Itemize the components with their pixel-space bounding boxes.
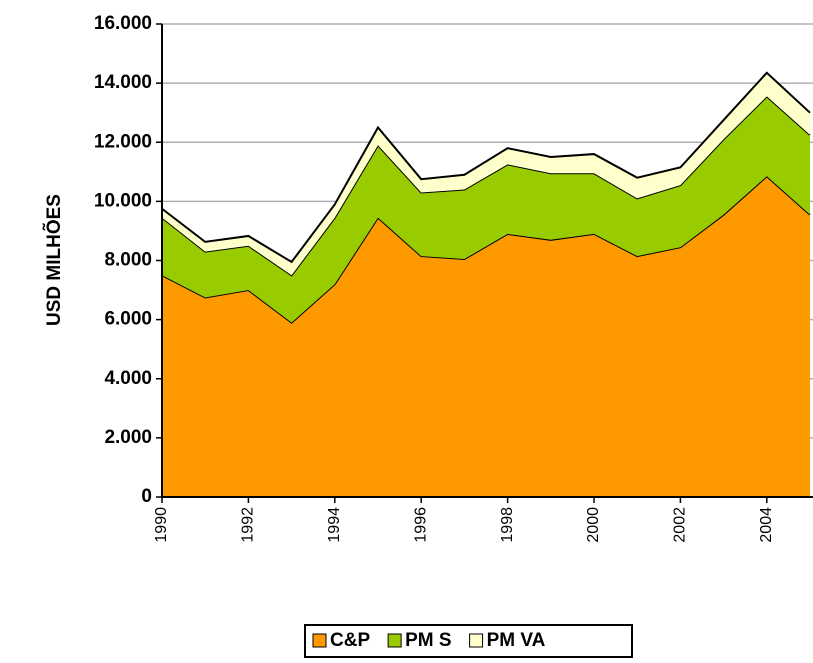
- x-tick-label: 1992: [240, 507, 257, 543]
- y-tick-label: 14.000: [94, 72, 152, 93]
- legend-label: PM VA: [487, 630, 546, 651]
- area: [162, 176, 810, 497]
- y-tick-label: 12.000: [94, 131, 152, 152]
- y-tick-label: 0: [141, 486, 152, 507]
- legend-swatch: [387, 633, 402, 648]
- legend-swatch: [312, 633, 327, 648]
- y-tick-label: 4.000: [104, 368, 152, 389]
- area: [162, 96, 810, 323]
- y-tick-label: 6.000: [104, 309, 152, 330]
- legend-label: PM S: [405, 630, 451, 651]
- y-tick-label: 10.000: [94, 190, 152, 211]
- legend-label: C&P: [330, 630, 370, 651]
- y-tick-label: 16.000: [94, 13, 152, 34]
- x-tick-label: 2004: [758, 507, 775, 543]
- x-tick-label: 1996: [412, 507, 429, 543]
- y-tick-label: 8.000: [104, 250, 152, 271]
- legend-swatch: [469, 633, 484, 648]
- x-tick-label: 2002: [672, 507, 689, 543]
- legend-box: [304, 624, 633, 658]
- x-tick-label: 1994: [326, 507, 343, 543]
- x-tick-label: 1998: [499, 507, 516, 543]
- area-edge: [161, 71, 811, 264]
- area: [162, 72, 810, 276]
- y-tick-label: 2.000: [104, 427, 152, 448]
- x-tick-label: 2000: [585, 507, 602, 543]
- x-tick-label: 1990: [153, 507, 170, 543]
- y-axis-label: USD MILHÕES: [43, 194, 65, 326]
